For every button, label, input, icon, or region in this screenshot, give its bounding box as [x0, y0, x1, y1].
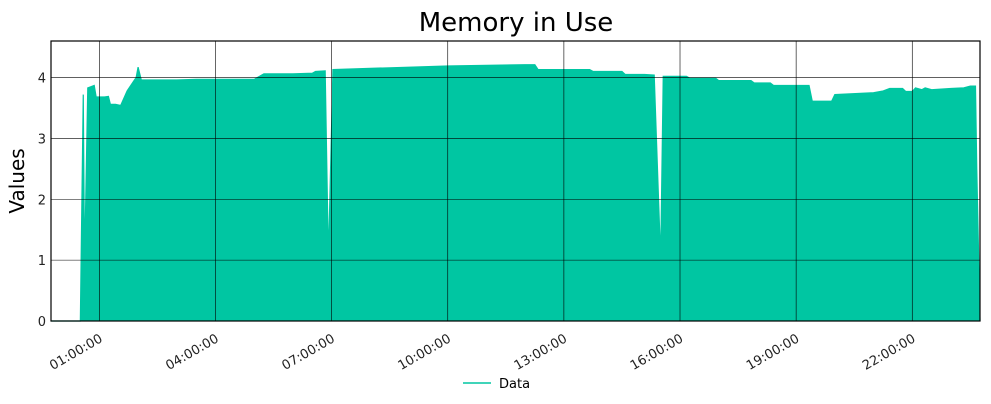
chart-title: Memory in Use	[419, 8, 614, 38]
x-tick-label: 19:00:00	[744, 331, 802, 373]
legend[interactable]: Data	[463, 377, 530, 392]
x-tick-label: 22:00:00	[860, 331, 918, 373]
series-area-data	[51, 64, 980, 322]
y-tick-label: 2	[38, 193, 46, 208]
series-line-data	[51, 64, 981, 322]
x-tick-label: 07:00:00	[280, 331, 338, 373]
x-tick-label: 13:00:00	[512, 331, 570, 373]
x-tick-label: 10:00:00	[396, 331, 454, 373]
plot-frame	[50, 40, 981, 322]
legend-label-data: Data	[499, 377, 530, 392]
y-tick-label: 1	[38, 254, 46, 269]
y-axis-ticks: 0 1 2 3 4	[38, 72, 46, 330]
x-tick-label: 04:00:00	[163, 331, 221, 373]
plot-area	[50, 40, 981, 322]
y-axis-label: Values	[5, 148, 29, 213]
y-tick-label: 0	[38, 315, 46, 330]
y-tick-label: 4	[38, 72, 46, 87]
x-tick-label: 01:00:00	[47, 331, 105, 373]
x-axis-ticks: 01:00:00 04:00:00 07:00:00 10:00:00 13:00:00…	[47, 331, 918, 373]
y-tick-label: 3	[38, 132, 46, 147]
x-tick-label: 16:00:00	[628, 331, 686, 373]
series-area-layer	[51, 64, 981, 322]
